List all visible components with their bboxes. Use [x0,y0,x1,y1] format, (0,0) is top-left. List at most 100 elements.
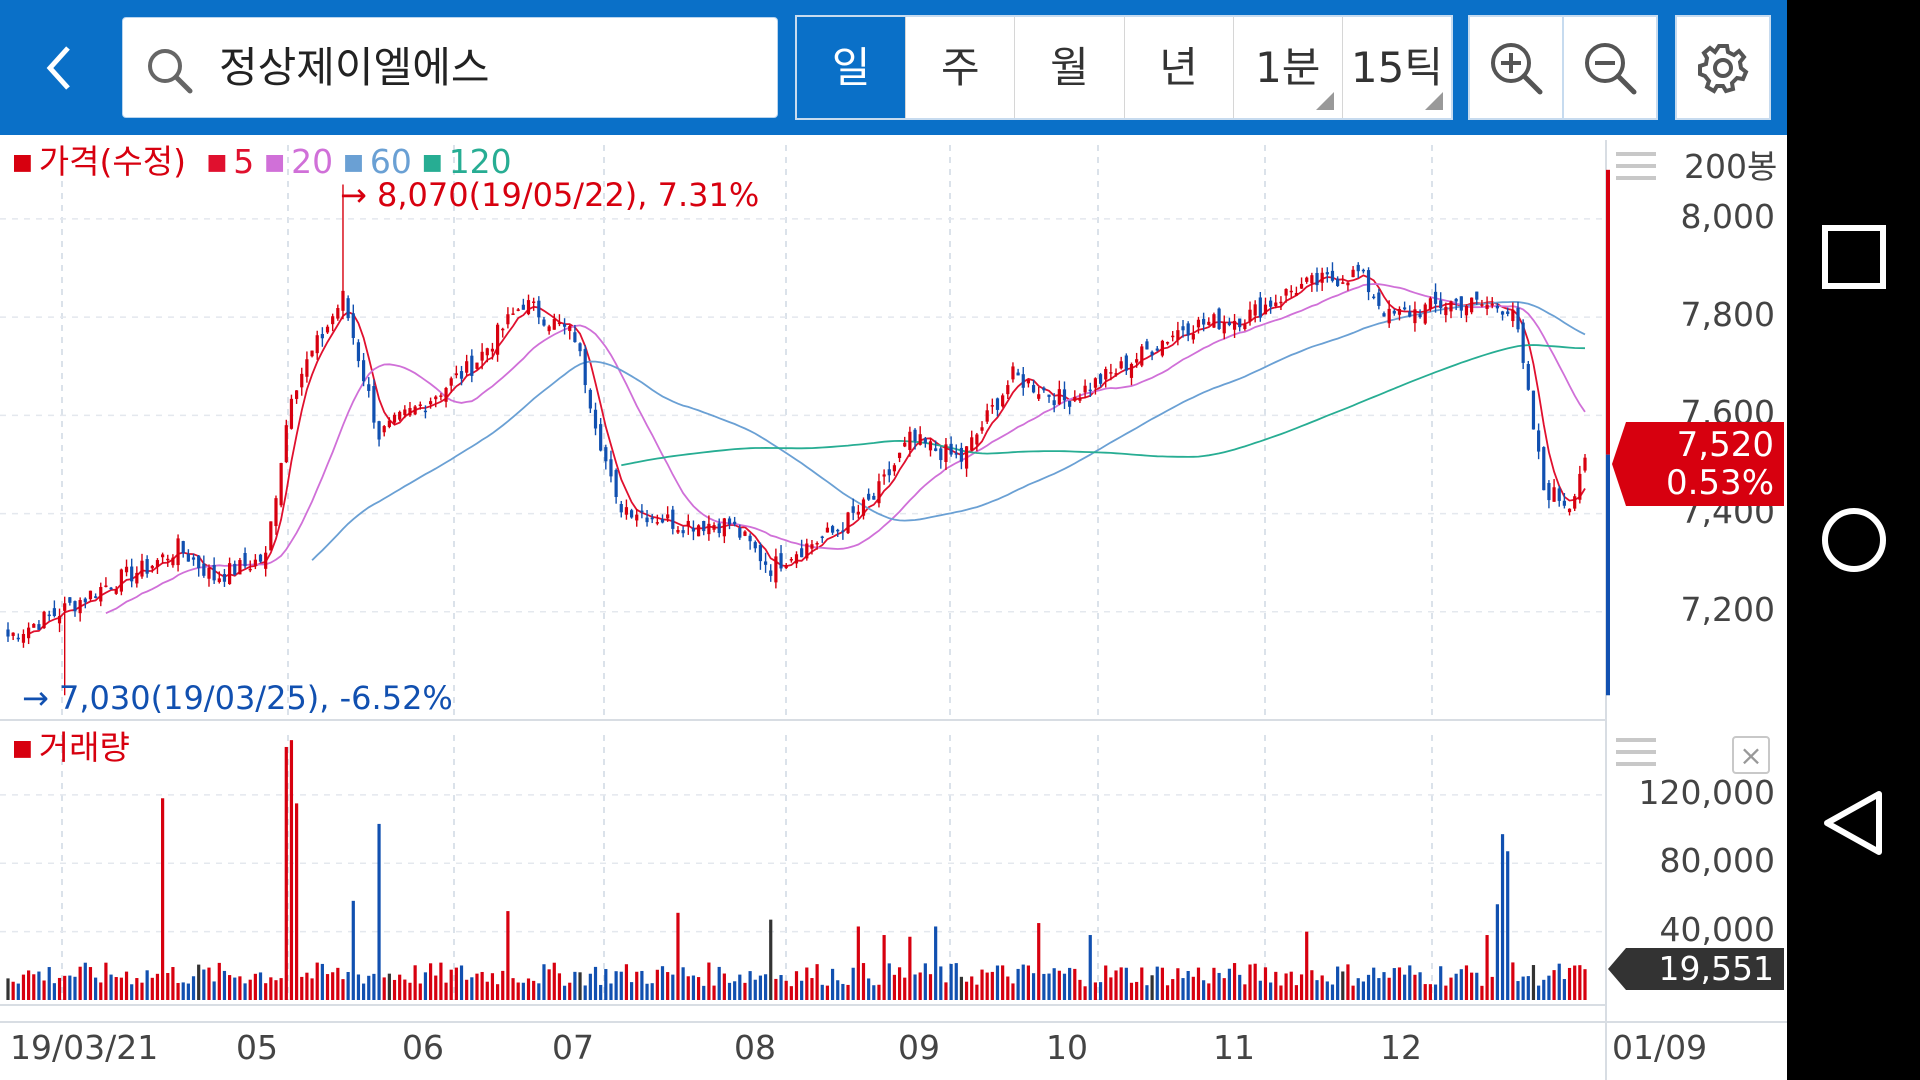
candle-body [1181,326,1185,331]
candle-body [990,405,994,407]
candle-body [738,527,742,538]
volume-bar [1026,965,1031,1000]
stock-search-input[interactable]: 정상제이엘에스 [122,17,778,118]
volume-bar [892,974,897,1000]
candle-body [228,563,232,585]
volume-bar [1150,975,1154,1000]
volume-bar [516,982,520,1000]
volume-bar [1207,983,1211,1000]
volume-bar [1366,974,1371,1000]
home-icon[interactable] [1819,505,1889,575]
candle-body [970,437,974,451]
volume-bar [325,974,330,1000]
tab-period-0[interactable]: 일 [797,17,906,118]
candle-body [99,587,103,602]
candle-body [1526,364,1530,390]
volume-bar [1073,968,1077,1000]
recent-apps-icon[interactable] [1819,222,1889,292]
volume-bar [1047,973,1051,1000]
volume-bar [836,980,840,1000]
current-volume-box: 19,551 [1608,948,1784,990]
volume-bar [485,981,489,1000]
zoom-out-button[interactable] [1562,15,1658,120]
tab-period-1[interactable]: 주 [905,17,1014,118]
volume-bar [1475,972,1479,1000]
price-panel-menu-icon[interactable] [1616,152,1656,188]
volume-bar [78,966,82,1000]
volume-bar [944,982,948,1000]
back-nav-icon[interactable] [1819,788,1889,858]
candle-body [186,554,190,562]
price-volume-chart[interactable] [0,135,1787,1080]
candle-body [300,373,304,388]
close-volume-panel-icon[interactable]: × [1732,736,1770,774]
volume-bar [1403,974,1407,1000]
volume-bar [1459,969,1463,1000]
candle-body [696,525,701,537]
candle-body [800,548,804,558]
tab-period-2[interactable]: 월 [1014,17,1123,118]
volume-bar [1037,923,1041,1000]
volume-bar [1356,978,1360,1000]
candle-body [1212,314,1216,328]
candle-body [846,512,850,534]
volume-bar [1021,964,1025,1000]
candle-body [583,349,587,386]
candle-body [1057,389,1061,405]
volume-bar [805,967,809,1000]
candle-body [872,495,876,500]
settings-button[interactable] [1675,15,1771,120]
candle-body [861,499,866,516]
volume-bar [537,983,541,1000]
date-axis-label: 19/03/21 [10,1028,159,1067]
volume-bar [949,963,953,1000]
candle-body [325,326,330,333]
volume-bar [877,984,881,1000]
candle-body [655,522,659,524]
back-button[interactable] [30,30,90,105]
tab-period-3[interactable]: 년 [1123,17,1233,118]
volume-bar [1305,931,1309,1000]
volume-bar [1155,966,1159,1000]
volume-bar [1263,967,1268,1000]
volume-bar [315,962,319,1000]
volume-bar [336,967,340,1000]
candle-body [197,555,201,569]
volume-bar [387,973,391,1000]
candle-body [815,542,819,545]
candle-body [939,448,943,461]
candle-body [1305,277,1309,282]
candle-body [485,348,489,356]
volume-bar [1382,972,1386,1000]
tab-period-5[interactable]: 15틱 [1341,17,1451,118]
volume-bar [990,971,994,1000]
candle-body [733,521,737,525]
volume-bar [1165,985,1170,1000]
volume-bar [1186,970,1190,1000]
volume-bar [1485,935,1489,1000]
zoom-in-button[interactable] [1468,15,1564,120]
volume-panel-menu-icon[interactable] [1616,738,1656,774]
volume-bars [6,740,1587,1000]
candle-body [1263,304,1268,315]
candle-body [588,389,592,409]
candle-body [1011,366,1015,380]
chevron-left-icon [46,46,70,90]
candle-body [676,529,680,533]
candle-body [1439,300,1443,309]
date-axis-label: 05 [236,1028,278,1067]
candle-body [805,543,809,559]
tab-period-4[interactable]: 1분 [1232,17,1342,118]
volume-bar [1062,973,1067,1000]
volume-bar [1104,965,1108,1000]
volume-bar [155,973,160,1000]
candle-body [1310,275,1314,284]
volume-bar [217,962,221,1000]
volume-bar [191,976,196,1000]
volume-bar [269,977,273,1000]
volume-bar [1001,965,1005,1000]
volume-bar [1145,985,1149,1000]
candle-body [1186,323,1190,336]
candle-body [1578,473,1582,500]
candle-body [140,560,144,577]
